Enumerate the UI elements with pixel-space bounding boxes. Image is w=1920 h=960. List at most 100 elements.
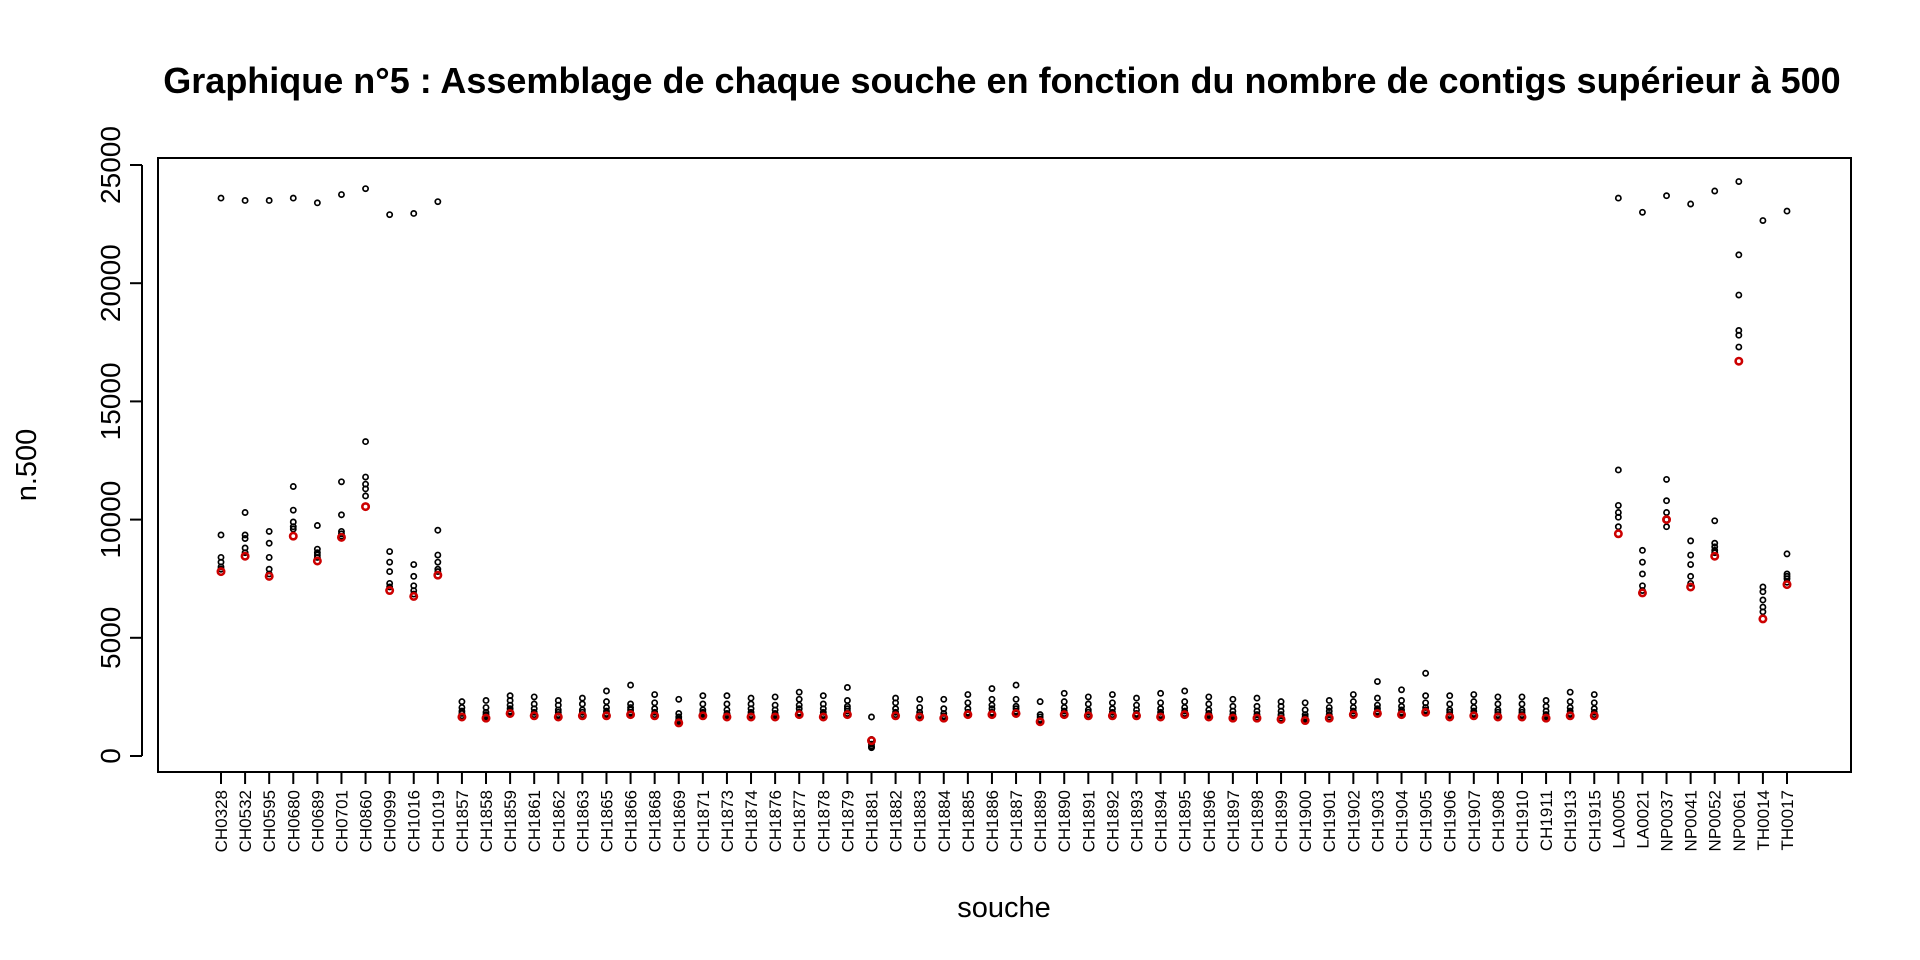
data-point bbox=[434, 551, 442, 559]
data-point bbox=[1687, 200, 1695, 208]
data-point bbox=[1470, 698, 1478, 706]
data-point bbox=[651, 691, 659, 698]
x-tick-label: CH1903 bbox=[1368, 790, 1387, 852]
x-tick-label: CH1868 bbox=[646, 790, 665, 852]
data-point-highlight bbox=[818, 712, 828, 722]
x-tick-label: CH1857 bbox=[453, 790, 472, 852]
x-tick-label: LA0021 bbox=[1633, 790, 1652, 849]
data-point bbox=[289, 523, 297, 531]
data-point bbox=[1711, 539, 1719, 547]
x-tick-label: CH1871 bbox=[694, 790, 713, 852]
x-tick-label: TH0014 bbox=[1754, 790, 1773, 850]
data-point bbox=[338, 478, 345, 486]
data-point bbox=[265, 553, 273, 561]
data-point bbox=[1373, 694, 1381, 702]
data-point-highlight bbox=[553, 712, 563, 722]
x-tick-label: NP0052 bbox=[1706, 790, 1725, 851]
data-point bbox=[1735, 291, 1743, 299]
data-point bbox=[313, 522, 321, 529]
x-tick-label: CH1883 bbox=[911, 790, 930, 852]
x-axis-label: souche bbox=[957, 892, 1051, 924]
data-point bbox=[386, 211, 394, 219]
x-tick-label: CH1910 bbox=[1513, 790, 1532, 852]
data-point bbox=[675, 695, 683, 703]
data-point bbox=[338, 511, 345, 519]
y-tick-label: 10000 bbox=[95, 481, 126, 559]
data-point bbox=[1638, 570, 1646, 578]
data-point bbox=[1759, 217, 1767, 225]
data-point bbox=[265, 539, 273, 547]
data-point bbox=[964, 691, 972, 698]
data-point-highlight bbox=[915, 712, 925, 722]
data-point bbox=[1518, 700, 1526, 708]
data-point bbox=[1422, 669, 1430, 677]
data-point bbox=[1663, 192, 1670, 200]
x-tick-label: CH1884 bbox=[935, 790, 954, 852]
data-point-highlight bbox=[770, 712, 780, 722]
data-point bbox=[1711, 517, 1719, 525]
data-point-highlight bbox=[963, 710, 973, 720]
data-point-highlight bbox=[650, 711, 660, 721]
data-point bbox=[1012, 681, 1020, 689]
data-point-highlight bbox=[1469, 711, 1479, 721]
data-point-highlight bbox=[1011, 708, 1021, 718]
x-tick-label: CH1893 bbox=[1128, 790, 1147, 852]
data-point bbox=[1566, 698, 1574, 706]
x-tick-label: CH0860 bbox=[357, 790, 376, 852]
data-point bbox=[386, 548, 394, 555]
data-point-highlight bbox=[1228, 713, 1238, 723]
data-point-highlight bbox=[409, 591, 419, 601]
x-tick-label: CH1016 bbox=[405, 790, 424, 852]
data-point bbox=[1157, 689, 1165, 697]
data-point bbox=[410, 561, 418, 568]
x-tick-label: CH1889 bbox=[1031, 790, 1050, 852]
data-point bbox=[1518, 693, 1526, 701]
data-point-highlight bbox=[1397, 710, 1407, 720]
data-point bbox=[940, 695, 948, 703]
data-point-highlight bbox=[1421, 707, 1431, 717]
data-point-highlight bbox=[1059, 710, 1069, 720]
data-point bbox=[843, 683, 851, 691]
data-point-highlight bbox=[505, 708, 515, 718]
x-tick-label: CH1019 bbox=[429, 790, 448, 852]
data-point bbox=[1108, 691, 1116, 698]
x-tick-label: CH1869 bbox=[670, 790, 689, 852]
x-tick-label: CH1908 bbox=[1489, 790, 1508, 852]
x-tick-label: NP0041 bbox=[1682, 790, 1701, 851]
x-tick-label: CH1900 bbox=[1296, 790, 1315, 852]
x-tick-label: CH1858 bbox=[477, 790, 496, 852]
data-point-highlight bbox=[433, 570, 443, 580]
x-tick-label: CH1859 bbox=[501, 790, 520, 852]
data-point-highlight bbox=[1132, 711, 1142, 721]
x-tick-label: CH1885 bbox=[959, 790, 978, 852]
data-point bbox=[795, 688, 803, 696]
y-axis-label: n.500 bbox=[11, 429, 43, 502]
data-point bbox=[1614, 194, 1622, 202]
x-tick-label: CH0680 bbox=[284, 790, 303, 852]
x-tick-label: CH1866 bbox=[622, 790, 641, 852]
data-point bbox=[362, 492, 370, 500]
data-points bbox=[216, 178, 1792, 752]
data-point bbox=[362, 185, 370, 193]
x-tick-label: CH1865 bbox=[597, 790, 616, 852]
data-point-highlight bbox=[577, 711, 587, 721]
data-point bbox=[1157, 699, 1165, 707]
data-point bbox=[1422, 692, 1430, 700]
x-tick-label: CH1904 bbox=[1393, 790, 1412, 852]
data-point-highlight bbox=[312, 556, 322, 566]
data-point bbox=[843, 696, 851, 704]
data-point bbox=[1229, 695, 1237, 703]
data-point bbox=[1060, 698, 1068, 706]
data-point-highlight bbox=[1493, 712, 1503, 722]
x-tick-label: CH1906 bbox=[1441, 790, 1460, 852]
x-tick-label: CH1905 bbox=[1417, 790, 1436, 852]
data-point bbox=[1542, 696, 1550, 704]
data-point bbox=[916, 695, 924, 703]
x-tick-label: CH1879 bbox=[838, 790, 857, 852]
data-point-highlight bbox=[626, 710, 636, 720]
data-point bbox=[1638, 208, 1646, 216]
data-point bbox=[1590, 691, 1598, 698]
plot-area-frame bbox=[157, 157, 1852, 773]
data-point bbox=[795, 695, 803, 703]
x-tick-label: CH1873 bbox=[718, 790, 737, 852]
